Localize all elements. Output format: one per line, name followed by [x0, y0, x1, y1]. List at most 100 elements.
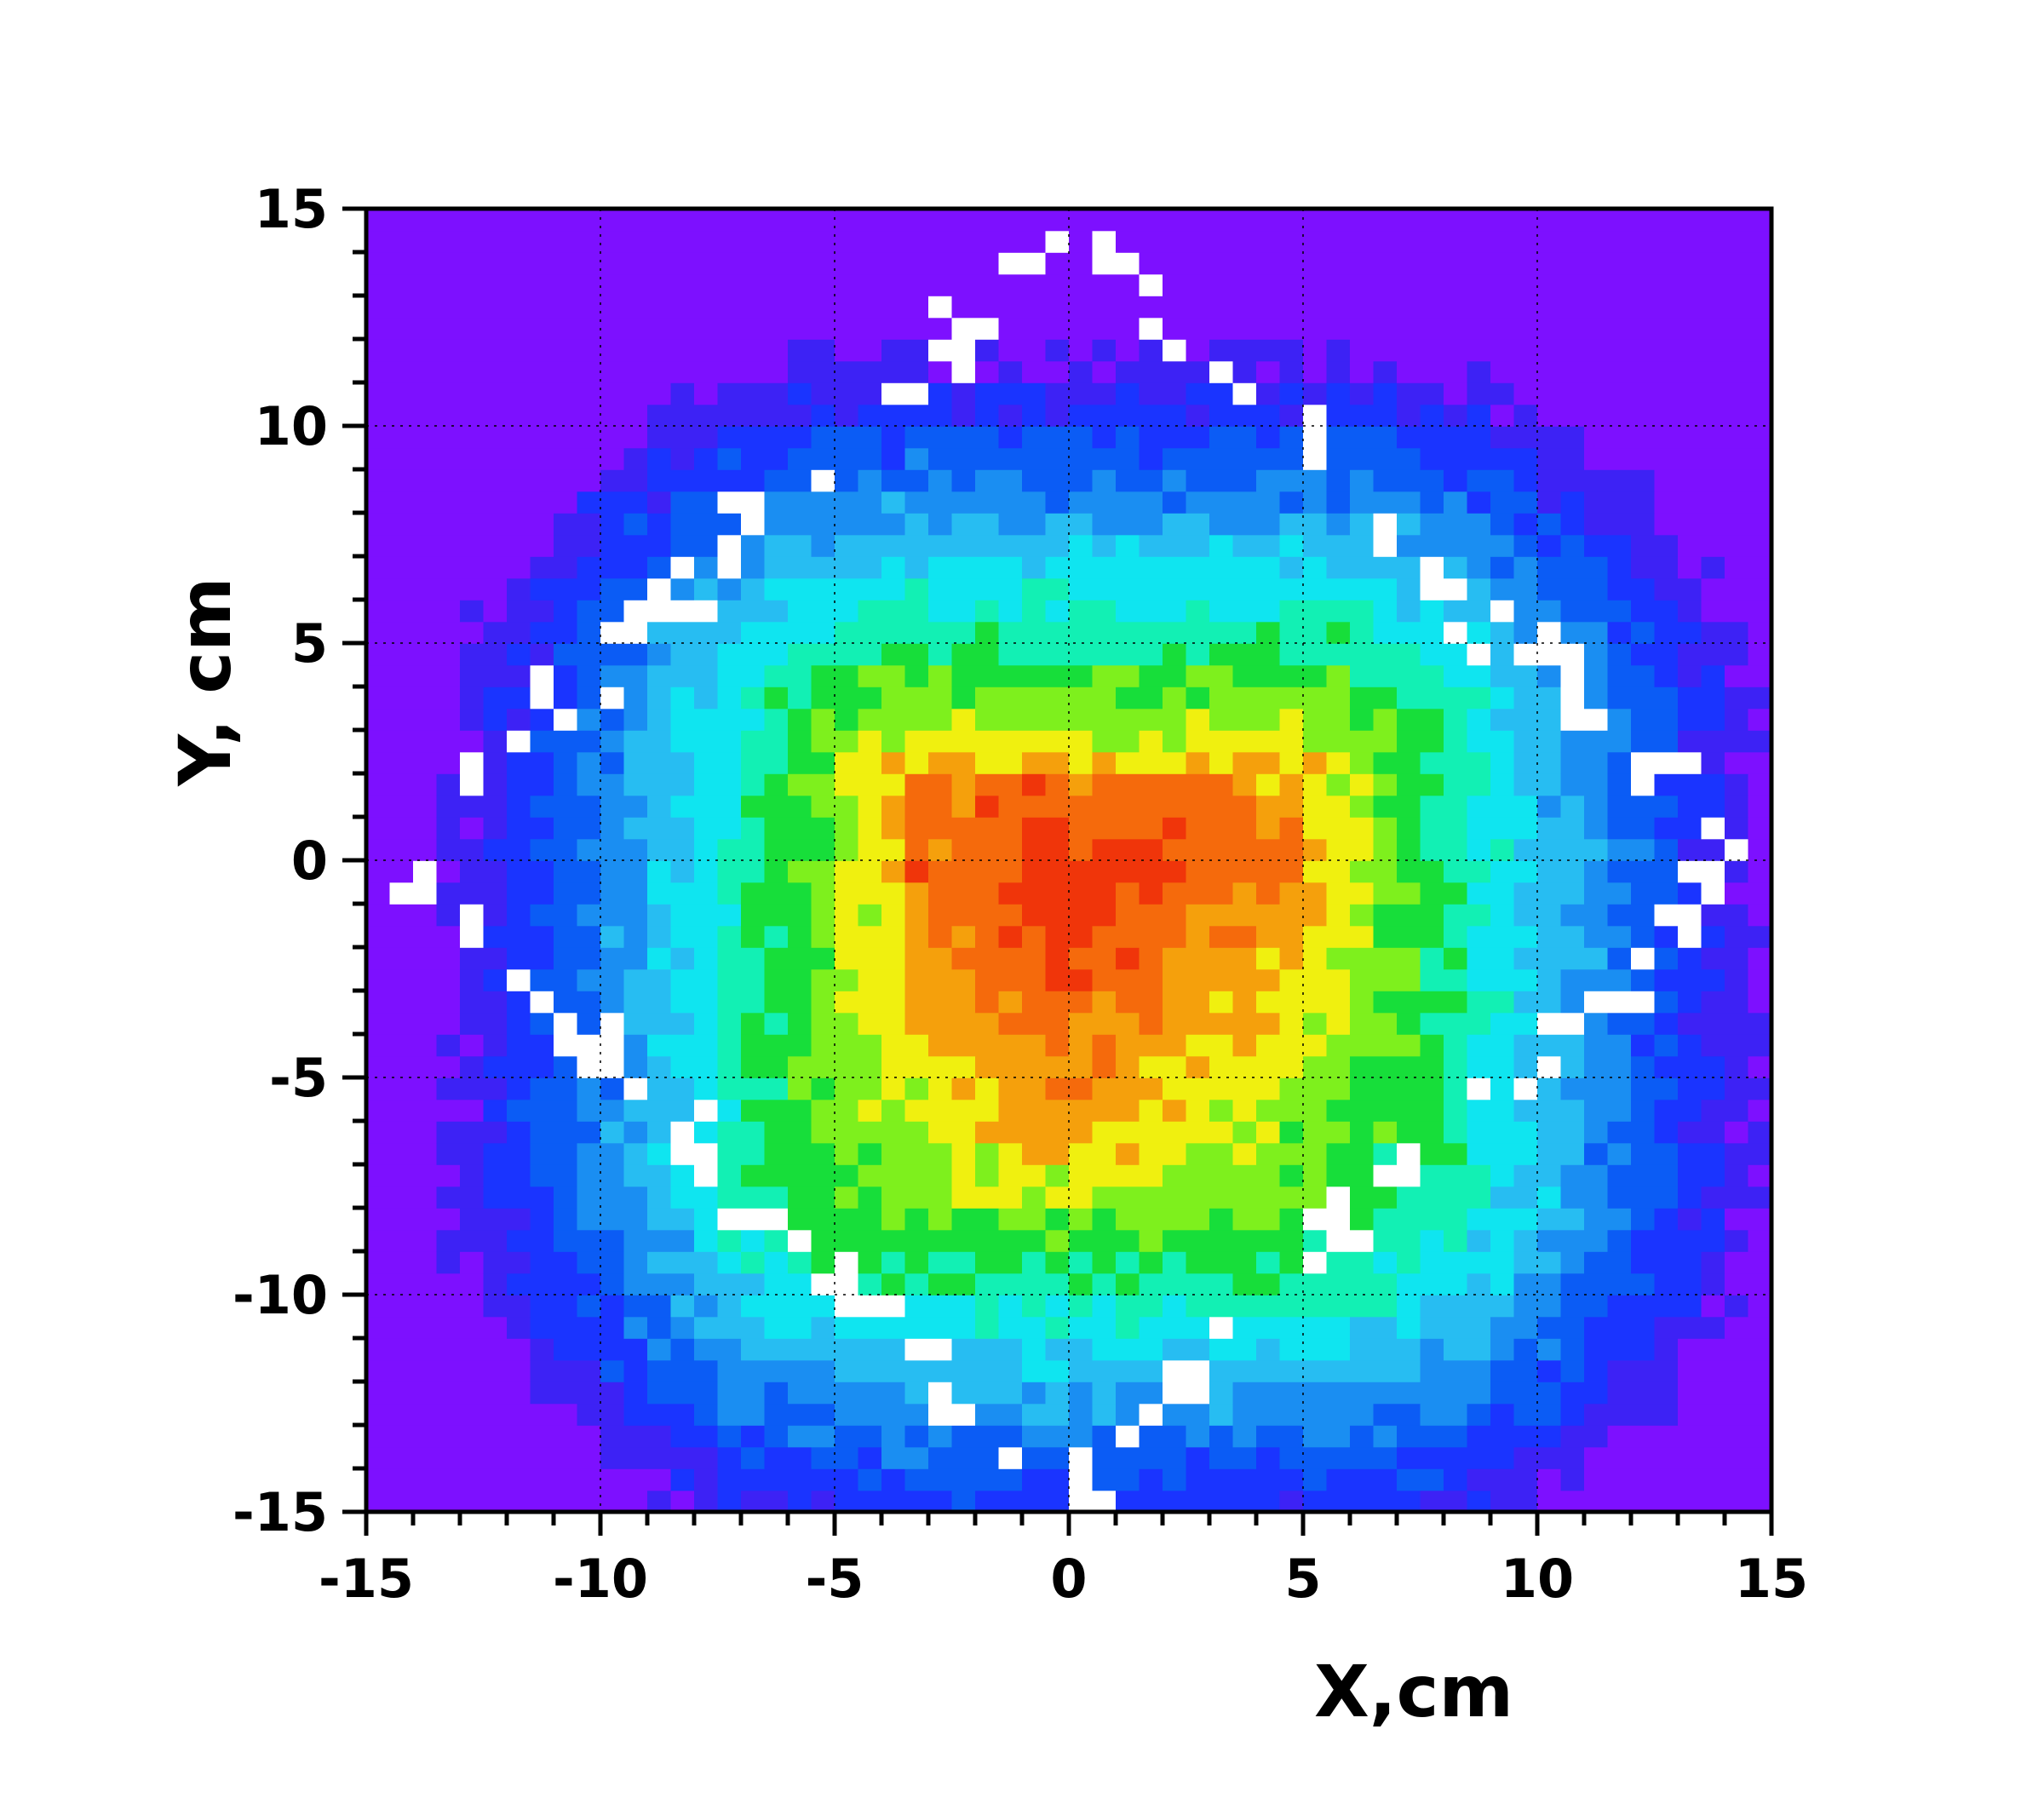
heatmap-cell: [717, 991, 742, 1014]
heatmap-cell: [788, 708, 812, 731]
heatmap-cell: [1678, 1403, 1702, 1426]
heatmap-cell: [1420, 577, 1444, 600]
heatmap-cell: [1444, 1468, 1468, 1491]
heatmap-cell: [1326, 1055, 1351, 1078]
heatmap-cell: [507, 1338, 531, 1361]
heatmap-cell: [1537, 339, 1562, 362]
heatmap-cell: [1350, 556, 1375, 579]
heatmap-cell: [483, 273, 508, 296]
heatmap-cell: [1045, 904, 1070, 927]
heatmap-cell: [1537, 687, 1562, 710]
heatmap-cell: [1186, 1425, 1210, 1448]
heatmap-cell: [928, 860, 953, 883]
heatmap-cell: [1397, 1034, 1421, 1057]
heatmap-cell: [1467, 1468, 1491, 1491]
heatmap-cell: [507, 838, 531, 861]
heatmap-cell: [670, 991, 695, 1014]
heatmap-cell: [1537, 1099, 1562, 1122]
heatmap-cell: [577, 469, 601, 492]
heatmap-cell: [764, 1208, 789, 1231]
heatmap-cell: [1279, 404, 1304, 427]
heatmap-cell: [904, 1055, 929, 1078]
heatmap-cell: [811, 534, 835, 557]
heatmap-cell: [975, 534, 1000, 557]
heatmap-cell: [1163, 491, 1187, 514]
heatmap-cell: [1279, 795, 1304, 818]
heatmap-cell: [1279, 447, 1304, 470]
heatmap-cell: [413, 1490, 438, 1512]
heatmap-cell: [389, 577, 414, 600]
heatmap-cell: [1537, 1490, 1562, 1512]
heatmap-cell: [881, 1446, 906, 1469]
heatmap-cell: [436, 1273, 461, 1296]
heatmap-cell: [1490, 577, 1515, 600]
heatmap-cell: [881, 904, 906, 927]
heatmap-cell: [904, 491, 929, 514]
heatmap-cell: [436, 1403, 461, 1426]
heatmap-cell: [623, 600, 648, 623]
heatmap-cell: [460, 773, 485, 796]
heatmap-cell: [1513, 968, 1538, 991]
heatmap-cell: [694, 382, 719, 405]
heatmap-cell: [530, 534, 554, 557]
heatmap-cell: [928, 773, 953, 796]
heatmap-cell: [1513, 404, 1538, 427]
heatmap-cell: [811, 469, 835, 492]
heatmap-cell: [507, 296, 531, 319]
heatmap-cell: [811, 1229, 835, 1252]
heatmap-cell: [904, 838, 929, 861]
heatmap-cell: [436, 1121, 461, 1144]
heatmap-cell: [975, 1251, 1000, 1274]
heatmap-cell: [1139, 491, 1163, 514]
heatmap-cell: [1537, 1382, 1562, 1405]
heatmap-cell: [460, 1446, 485, 1469]
heatmap-cell: [1209, 664, 1234, 687]
heatmap-cell: [1560, 469, 1585, 492]
heatmap-cell: [1397, 491, 1421, 514]
heatmap-cell: [1397, 360, 1421, 383]
heatmap-cell: [1513, 273, 1538, 296]
heatmap-cell: [1631, 991, 1656, 1014]
heatmap-cell: [530, 1099, 554, 1122]
heatmap-cell: [904, 1295, 929, 1318]
heatmap-cell: [1584, 1382, 1609, 1405]
heatmap-cell: [1397, 577, 1421, 600]
heatmap-cell: [1537, 513, 1562, 536]
heatmap-cell: [623, 882, 648, 905]
heatmap-cell: [1303, 1142, 1328, 1165]
heatmap-cell: [460, 1034, 485, 1057]
heatmap-cell: [858, 1208, 882, 1231]
heatmap-cell: [717, 860, 742, 883]
heatmap-cell: [1725, 513, 1749, 536]
heatmap-cell: [1186, 1034, 1210, 1057]
heatmap-cell: [647, 1338, 672, 1361]
heatmap-cell: [975, 1382, 1000, 1405]
heatmap-cell: [1069, 1077, 1094, 1100]
heatmap-cell: [436, 664, 461, 687]
heatmap-cell: [694, 360, 719, 383]
heatmap-cell: [1092, 404, 1117, 427]
heatmap-cell: [1373, 339, 1398, 362]
heatmap-cell: [413, 317, 438, 340]
heatmap-cell: [1045, 1490, 1070, 1512]
heatmap-cell: [460, 1186, 485, 1209]
heatmap-cell: [1678, 968, 1702, 991]
heatmap-cell: [1163, 1251, 1187, 1274]
heatmap-cell: [1022, 1316, 1047, 1339]
heatmap-cell: [600, 817, 625, 840]
heatmap-cell: [1701, 1012, 1725, 1035]
heatmap-cell: [788, 1316, 812, 1339]
heatmap-cell: [600, 1012, 625, 1035]
heatmap-cell: [670, 925, 695, 948]
heatmap-cell: [670, 1359, 695, 1382]
heatmap-cell: [483, 339, 508, 362]
heatmap-cell: [1092, 1251, 1117, 1274]
heatmap-cell: [811, 947, 835, 970]
heatmap-cell: [1560, 534, 1585, 557]
heatmap-cell: [460, 577, 485, 600]
heatmap-cell: [1513, 687, 1538, 710]
heatmap-cell: [998, 1490, 1023, 1512]
heatmap-cell: [1560, 1359, 1585, 1382]
heatmap-cell: [507, 230, 531, 253]
heatmap-cell: [366, 273, 391, 296]
